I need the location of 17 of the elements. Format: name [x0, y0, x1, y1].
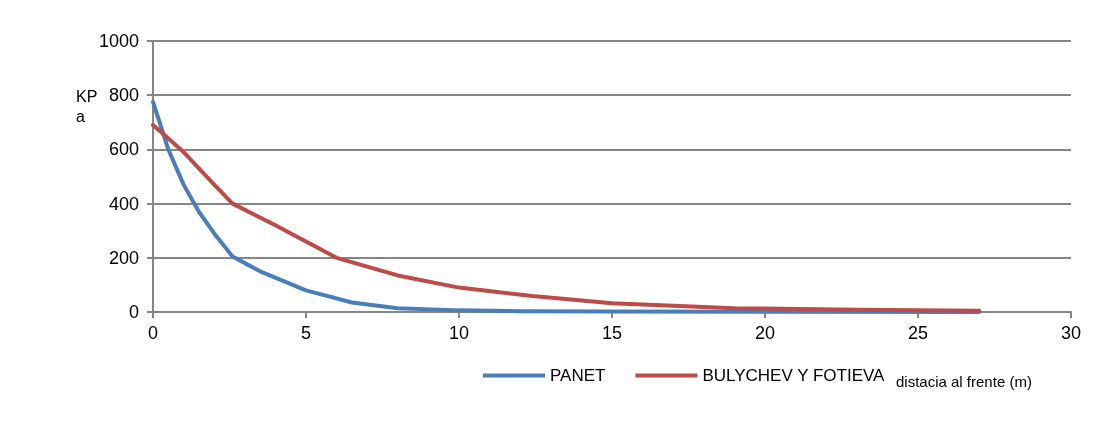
x-tick-label: 20 — [754, 323, 776, 343]
legend-label: PANET — [550, 366, 606, 385]
legend-label: BULYCHEV Y FOTIEVA — [702, 366, 886, 385]
x-axis-title: distacia al frente (m) — [896, 372, 1032, 390]
x-tick-label: 5 — [300, 323, 312, 343]
y-tick-label: 200 — [108, 247, 139, 268]
x-tick-label: 0 — [147, 323, 159, 343]
y-tick-label: 600 — [108, 139, 139, 160]
y-tick-label: 400 — [108, 193, 139, 214]
x-tick-label: 10 — [448, 323, 470, 343]
y-tick-label: 1000 — [98, 31, 139, 51]
x-tick-label: 30 — [1060, 323, 1082, 343]
y-tick-label: 800 — [108, 85, 139, 106]
x-tick-label: 25 — [907, 323, 929, 343]
y-axis-title: KPa — [76, 87, 98, 125]
y-tick-label: 0 — [128, 302, 139, 322]
x-tick-label: 15 — [601, 323, 623, 343]
